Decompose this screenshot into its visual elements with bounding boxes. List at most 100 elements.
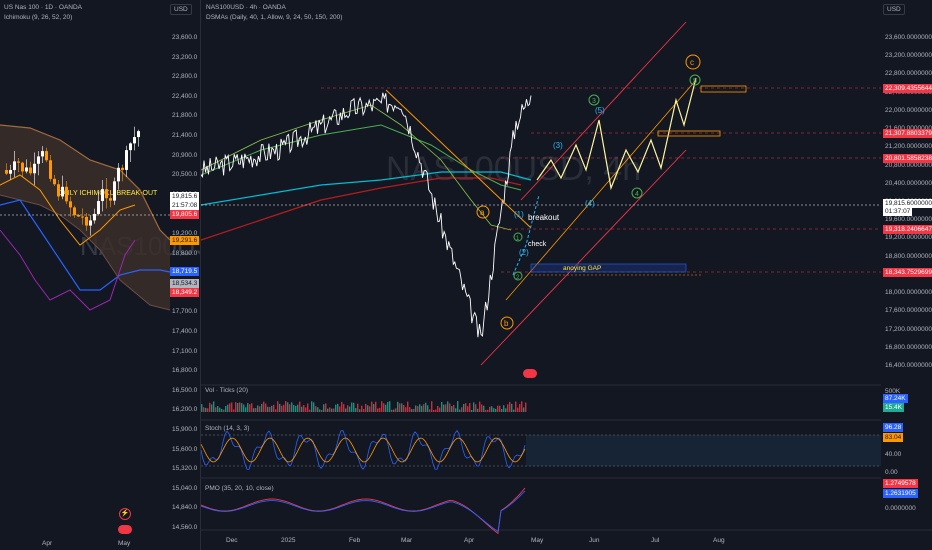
- volume-bar: [501, 409, 503, 412]
- volume-bar: [335, 404, 337, 412]
- volume-bar: [439, 407, 441, 412]
- volume-bar: [227, 404, 229, 412]
- volume-bar: [421, 405, 423, 412]
- left-candle-body: [137, 131, 140, 138]
- left-flag-icon[interactable]: [118, 525, 132, 534]
- left-candle-body: [89, 220, 92, 226]
- left-axis-label: 23,200.0: [172, 53, 198, 61]
- left-candle-body: [81, 216, 84, 218]
- volume-bar: [457, 401, 459, 412]
- volume-bar: [301, 406, 303, 412]
- left-currency-badge[interactable]: USD: [170, 4, 192, 15]
- left-axis-label: 17,100.0: [172, 347, 198, 355]
- volume-bar: [353, 402, 355, 412]
- left-price-badge: 18,719.5: [170, 267, 200, 276]
- volume-bar: [325, 403, 327, 412]
- left-axis-label: 15,900.0: [172, 426, 198, 433]
- volume-bar: [385, 404, 387, 412]
- volume-bar: [255, 408, 257, 412]
- volume-bar: [321, 409, 323, 412]
- left-candle-body: [85, 216, 88, 226]
- volume-bar: [277, 401, 279, 412]
- volume-bar: [399, 403, 401, 412]
- volume-bar: [289, 404, 291, 412]
- left-candle-body: [49, 160, 52, 179]
- volume-bar: [495, 408, 497, 412]
- volume-bar: [459, 409, 461, 412]
- h4-chart-pane[interactable]: NAS100USD · 4h · OANDA DSMAs (Daily, 40,…: [201, 0, 932, 550]
- volume-bar: [243, 404, 245, 412]
- volume-bar: [317, 407, 319, 412]
- left-axis-label: 19,200.0: [172, 230, 198, 237]
- lightning-icon[interactable]: ⚡: [119, 508, 131, 520]
- right-axis-label: 21,200.0000000: [885, 143, 932, 151]
- volume-bar: [447, 401, 449, 412]
- left-axis-label: 16,200.0: [172, 406, 198, 414]
- right-price-badge: 20,801.5858238: [883, 154, 932, 163]
- volume-bar: [331, 408, 333, 412]
- right-axis-label: 23,200.0000000: [885, 52, 932, 60]
- volume-bar: [209, 402, 211, 412]
- wave-c: c: [690, 58, 694, 67]
- volume-bar: [437, 405, 439, 412]
- volume-bar: [509, 401, 511, 412]
- volume-bar: [263, 401, 265, 412]
- volume-bar: [521, 401, 523, 412]
- left-candle-body: [57, 184, 60, 197]
- left-candle-body: [69, 201, 72, 208]
- volume-bar: [319, 409, 321, 412]
- volume-bar: [471, 409, 473, 412]
- volume-bar: [431, 401, 433, 412]
- daily-chart-pane[interactable]: US Nas 100 · 1D · OANDA Ichimoku (9, 26,…: [0, 0, 201, 550]
- left-axis-label: 14,560.0: [172, 524, 198, 531]
- time-axis-label: 2025: [281, 537, 296, 544]
- volume-bar: [511, 403, 513, 412]
- volume-bar: [465, 403, 467, 412]
- volume-bar: [525, 402, 527, 412]
- volume-bar: [491, 406, 493, 412]
- volume-bar: [207, 408, 209, 412]
- ichimoku-breakout-label: DAILY ICHIMOKU BREAK-OUT: [58, 190, 158, 197]
- right-axis-label: 19,600.0000000: [885, 216, 932, 224]
- volume-bar: [461, 407, 463, 412]
- volume-bar: [413, 408, 415, 412]
- left-candle-body: [93, 213, 96, 221]
- volume-bar: [281, 405, 283, 412]
- volume-bar: [451, 406, 453, 412]
- volume-bar: [473, 402, 475, 412]
- time-axis-label: Dec: [226, 537, 238, 544]
- right-axis-label: 16,800.0000000: [885, 343, 932, 351]
- left-price-badge: 21:57:08: [170, 201, 200, 210]
- left-time-apr: Apr: [42, 540, 53, 547]
- volume-bar: [229, 403, 231, 412]
- left-chart-title: US Nas 100 · 1D · OANDA: [4, 4, 83, 11]
- right-currency-badge[interactable]: USD: [883, 4, 905, 15]
- wave-5: (5): [595, 106, 605, 115]
- stoch-label: Stoch (14, 3, 3): [205, 425, 249, 432]
- volume-bar: [221, 408, 223, 412]
- wave-g2: 2: [516, 275, 520, 281]
- volume-bar: [387, 401, 389, 412]
- volume-bar: [329, 407, 331, 412]
- stoch-axis-label: 40.00: [885, 451, 902, 458]
- left-candle-body: [105, 189, 108, 199]
- volume-bar: [337, 403, 339, 412]
- volume-bar: [497, 405, 499, 412]
- volume-bar: [257, 405, 259, 412]
- right-axis-label: 23,600.0000000: [885, 34, 932, 41]
- volume-bar: [245, 407, 247, 412]
- left-axis-label: 20,900.0: [172, 151, 198, 159]
- volume-bar: [247, 403, 249, 412]
- left-candle-body: [61, 186, 64, 197]
- volume-bar: [523, 407, 525, 412]
- wave-1: (1): [514, 210, 524, 219]
- left-axis-label: 22,400.0: [172, 92, 198, 100]
- volume-bar: [211, 404, 213, 412]
- left-indicator-label[interactable]: Ichimoku (9, 26, 52, 20): [4, 14, 73, 21]
- right-flag-icon[interactable]: [523, 369, 537, 378]
- right-indicator-label[interactable]: DSMAs (Daily, 40, 1, Allow, 9, 24, 50, 1…: [206, 14, 343, 21]
- volume-bar: [217, 405, 219, 412]
- vol-axis-label: 500K: [885, 388, 901, 395]
- volume-bar: [415, 405, 417, 412]
- volume-bar: [299, 401, 301, 412]
